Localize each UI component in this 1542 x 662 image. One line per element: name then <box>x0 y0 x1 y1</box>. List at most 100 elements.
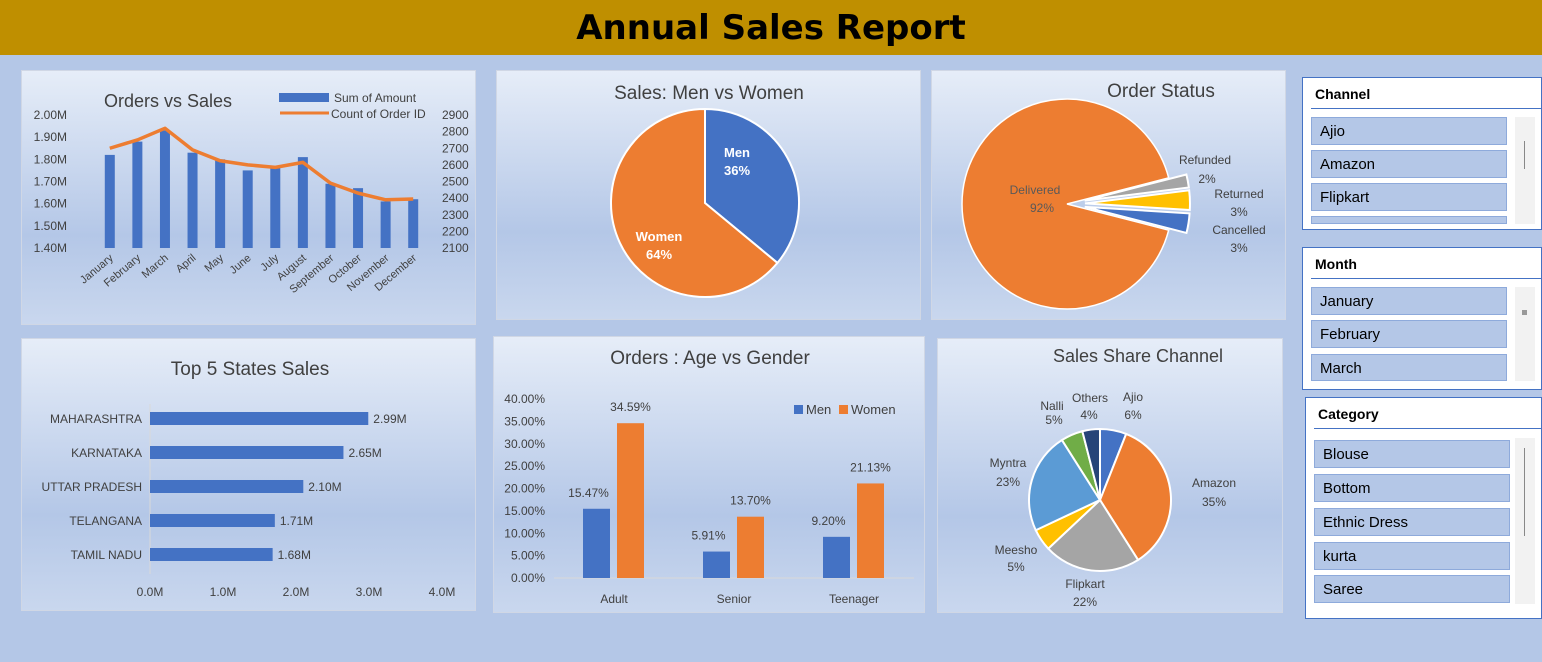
state-value-label: 2.99M <box>373 412 406 426</box>
category-slicer[interactable]: Category Blouse Bottom Ethnic Dress kurt… <box>1305 397 1542 619</box>
state-bar <box>150 548 273 561</box>
slicer-item-saree[interactable]: Saree <box>1314 575 1510 603</box>
x-axis-tick-label: April <box>174 252 199 275</box>
pie-slice-refunded <box>1084 173 1190 202</box>
slice-label-returned: Returned <box>1214 187 1263 201</box>
state-value-label: 1.71M <box>280 514 313 528</box>
category-slicer-scrollbar[interactable] <box>1515 438 1535 604</box>
chart-title: Orders : Age vs Gender <box>610 348 810 369</box>
channel-slicer[interactable]: Channel Ajio Amazon Flipkart <box>1302 77 1542 230</box>
slicer-item-march[interactable]: March <box>1311 354 1507 381</box>
top-states-chart[interactable]: Top 5 States Sales MAHARASHTRA 2.99M KARNAT… <box>21 338 476 611</box>
y-axis-tick-label: 5.00% <box>511 549 545 563</box>
chart-title: Orders vs Sales <box>104 91 232 111</box>
slice-value-amazon: 35% <box>1202 495 1226 509</box>
slicer-item-partial[interactable] <box>1311 216 1507 224</box>
pie-slice-amazon <box>1098 432 1172 562</box>
bar-sum-of-amount <box>353 188 364 248</box>
right-axis-tick-label: 2500 <box>442 175 469 189</box>
bar-sum-of-amount <box>380 201 391 248</box>
bar-sum-of-amount <box>408 199 419 248</box>
y-axis-tick-label: 35.00% <box>504 414 545 428</box>
legend-label-sum-of-amount: Sum of Amount <box>334 91 417 105</box>
x-axis-tick-label: 2.0M <box>283 585 310 599</box>
month-slicer-header: Month <box>1315 256 1357 272</box>
left-axis-tick-label: 1.70M <box>34 175 67 189</box>
bar-women <box>617 423 644 578</box>
scrollbar-thumb[interactable] <box>1524 141 1525 169</box>
slicer-item-ethnic-dress[interactable]: Ethnic Dress <box>1314 508 1510 536</box>
y-axis-tick-label: 20.00% <box>504 482 545 496</box>
channel-slicer-scrollbar[interactable] <box>1515 117 1535 224</box>
bar-value-label: 13.70% <box>730 494 771 508</box>
slice-label-nalli: Nalli <box>1040 399 1063 413</box>
slicer-item-ajio[interactable]: Ajio <box>1311 117 1507 145</box>
slicer-item-amazon[interactable]: Amazon <box>1311 150 1507 178</box>
slicer-item-january[interactable]: January <box>1311 287 1507 315</box>
slice-value-others: 4% <box>1080 408 1098 422</box>
slice-label-women: Women <box>636 229 683 244</box>
slice-value-nalli: 5% <box>1045 413 1063 427</box>
slice-label-ajio: Ajio <box>1123 390 1143 404</box>
chart-svg: Sales: Men vs Women Men 36% Women 64% <box>610 83 804 298</box>
month-slicer-scrollbar[interactable] <box>1515 287 1535 381</box>
slicer-item-kurta[interactable]: kurta <box>1314 542 1510 570</box>
state-bar <box>150 412 369 425</box>
men-vs-women-pie-chart[interactable]: Sales: Men vs Women Men 36% Women 64% <box>496 70 921 320</box>
bar-men <box>703 551 730 578</box>
chart-svg: Orders vs Sales 1.40M 1.50M 1.60M 1.70M 1.80M… <box>34 91 469 296</box>
state-bar <box>150 446 344 459</box>
slice-value-delivered: 92% <box>1030 201 1054 215</box>
scrollbar-thumb[interactable] <box>1524 448 1525 536</box>
y-axis-tick-label: 15.00% <box>504 504 545 518</box>
slicer-item-bottom[interactable]: Bottom <box>1314 474 1510 502</box>
slicer-item-february[interactable]: February <box>1311 320 1507 348</box>
bar-value-label: 21.13% <box>850 460 891 474</box>
slicer-item-blouse[interactable]: Blouse <box>1314 440 1510 468</box>
slice-label-meesho: Meesho <box>995 543 1038 557</box>
bar-men <box>823 536 850 578</box>
chart-svg: Orders : Age vs Gender 0.00% 5.00% 10.00% 15… <box>504 348 914 606</box>
slice-value-refunded: 2% <box>1198 172 1216 186</box>
state-label: KARNATAKA <box>71 446 142 460</box>
y-axis-tick-label: 30.00% <box>504 437 545 451</box>
bar-women <box>737 516 764 578</box>
chart-svg: Order Status Delivered 92% Refunded 2%Return… <box>961 81 1266 310</box>
exploded-slice-group <box>1084 205 1191 235</box>
exploded-slice-group <box>1084 189 1191 212</box>
scrollbar-thumb[interactable] <box>1522 310 1527 315</box>
slice-label-men: Men <box>724 145 750 160</box>
slicer-item-flipkart[interactable]: Flipkart <box>1311 183 1507 211</box>
slicer-divider <box>1314 428 1541 429</box>
bar-value-label: 9.20% <box>811 514 845 528</box>
channel-share-pie-chart[interactable]: Sales Share Channel Ajio 6% Amazon 35% Flipka… <box>937 338 1283 613</box>
slice-label-delivered: Delivered <box>1010 183 1061 197</box>
left-axis-tick-label: 1.50M <box>34 219 67 233</box>
state-label: TELANGANA <box>69 514 142 528</box>
age-vs-gender-chart[interactable]: Orders : Age vs Gender 0.00% 5.00% 10.00% 15… <box>493 336 925 613</box>
x-axis-tick-label: March <box>140 252 171 281</box>
slice-value-cancelled: 3% <box>1230 241 1248 255</box>
x-axis-tick-label: Teenager <box>829 592 879 606</box>
bar-sum-of-amount <box>297 157 308 248</box>
right-axis-tick-label: 2600 <box>442 158 469 172</box>
slice-label-refunded: Refunded <box>1179 153 1231 167</box>
right-axis-tick-label: 2800 <box>442 125 469 139</box>
right-axis-tick-label: 2100 <box>442 241 469 255</box>
slice-value-flipkart: 22% <box>1073 595 1097 609</box>
slice-value-meesho: 5% <box>1007 560 1025 574</box>
category-slicer-header: Category <box>1318 406 1379 422</box>
legend-swatch-men <box>794 405 803 414</box>
month-slicer[interactable]: Month January February March <box>1302 247 1542 390</box>
order-status-pie-chart[interactable]: Order Status Delivered 92% Refunded 2% Return… <box>931 70 1286 320</box>
orders-vs-sales-chart[interactable]: Orders vs Sales 1.40M 1.50M 1.60M 1.70M 1.80M… <box>21 70 476 325</box>
right-axis-tick-label: 2200 <box>442 224 469 238</box>
left-axis-tick-label: 2.00M <box>34 108 67 122</box>
bar-women <box>857 483 884 578</box>
bar-sum-of-amount <box>215 159 226 248</box>
bar-value-label: 5.91% <box>691 529 725 543</box>
bar-sum-of-amount <box>187 152 198 248</box>
y-axis-tick-label: 0.00% <box>511 571 545 585</box>
state-value-label: 2.10M <box>308 480 341 494</box>
state-bar <box>150 480 304 493</box>
